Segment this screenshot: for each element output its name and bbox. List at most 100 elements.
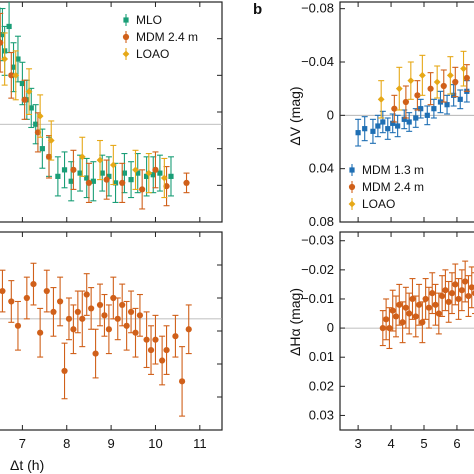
legend: MLO MDM 2.4 m LOAO [122, 13, 198, 61]
data-point-mdm-2-4-m [183, 179, 190, 186]
data-point-mdm-2-4-m [465, 292, 472, 300]
panel-b-bottom: 3 4 5 6 −0.03 −0.02 −0.01 0 0.01 0.02 0.03 [301, 231, 474, 451]
data-point-mlo [10, 64, 17, 70]
data-point-mlo [33, 121, 39, 127]
data-point-mdm-2-4-m [79, 315, 86, 322]
data-point-mdm-2-4-m [147, 347, 155, 354]
data-point-mdm-2-4-m [379, 324, 386, 332]
data-point-mdm-2-4-m [178, 378, 186, 385]
data-point-loao [25, 88, 33, 96]
data-point-mdm-2-4-m [383, 316, 390, 323]
data-point-mdm-2-4-m [163, 347, 170, 354]
data-point-mdm-2-4-m [30, 281, 37, 288]
data-point-mdm-2-4-m [440, 82, 447, 90]
data-point-mdm-2-4-m [419, 319, 426, 326]
data-point-loao [377, 95, 385, 103]
data-point-mdm-2-4-m [61, 367, 68, 375]
x-tick-label: 10 [148, 436, 162, 451]
data-point-mlo [143, 173, 150, 179]
data-point-mdm-2-4-m [119, 301, 126, 309]
data-point-mlo [128, 177, 134, 183]
data-point-mdm-2-4-m [50, 308, 57, 315]
y-tick-label: 0.08 [309, 214, 334, 229]
data-point-mdm-2-4-m [439, 292, 446, 300]
data-point-mdm-2-4-m [56, 298, 64, 305]
data-point-mdm-1-3-m [385, 126, 391, 132]
y-tick-label: 0 [327, 320, 334, 335]
x-tick-label: 3 [355, 436, 362, 451]
data-point-mlo [0, 7, 1, 13]
x-tick-label: 9 [107, 436, 114, 451]
data-point-mdm-1-3-m [424, 112, 430, 118]
legend-label: LOAO [136, 47, 169, 61]
legend: MDM 1.3 m MDM 2.4 m LOAO [348, 163, 424, 211]
data-point-mdm-2-4-m [119, 179, 126, 186]
data-point-mlo [121, 170, 128, 176]
data-point-mdm-2-4-m [458, 287, 465, 294]
data-point-mdm-2-4-m [445, 298, 452, 305]
data-point-mdm-2-4-m [8, 298, 15, 305]
data-point-mdm-2-4-m [103, 176, 110, 183]
data-point-mdm-2-4-m [88, 305, 95, 312]
legend-entry-loao: LOAO [122, 47, 169, 61]
data-point-mlo [15, 56, 21, 62]
panel-b-top: −0.08 −0.04 0 0.04 0.08 MDM 1.3 m MDM 2.4 m LOA… [301, 1, 474, 229]
plot-frame [339, 231, 474, 431]
legend-entry-mdm-2-4-m: MDM 2.4 m [122, 30, 198, 44]
data-point-mdm-2-4-m [23, 294, 30, 302]
y-tick-label: 0.03 [309, 407, 334, 422]
legend-label: MLO [136, 13, 162, 27]
data-point-mdm-2-4-m [34, 129, 42, 136]
data-point-mlo [112, 180, 119, 186]
data-point-mdm-2-4-m [110, 294, 117, 302]
data-point-mdm-2-4-m [45, 153, 53, 160]
data-point-mdm-2-4-m [442, 287, 449, 294]
data-point-mdm-1-3-m [380, 119, 386, 125]
legend-marker [122, 33, 130, 41]
data-point-mdm-2-4-m [468, 284, 474, 291]
y-tick-label: 0 [327, 107, 334, 122]
y-tick-label: −0.03 [301, 233, 334, 248]
legend-label: LOAO [362, 197, 395, 211]
y-axis-title-halpha: ΔHα (mag) [287, 288, 303, 356]
data-point-mlo [39, 146, 45, 152]
data-point-mdm-2-4-m [85, 179, 93, 186]
data-point-mdm-2-4-m [422, 295, 429, 303]
legend-entry-mdm-1-3-m: MDM 1.3 m [349, 163, 424, 177]
data-point-mdm-2-4-m [412, 313, 419, 320]
series-mdm-1-3-m [355, 80, 470, 147]
data-point-loao [132, 166, 139, 174]
data-point-loao [12, 71, 20, 79]
data-point-mlo [99, 170, 105, 176]
y-axis-title-v: ΔV (mag) [287, 86, 303, 145]
data-point-mdm-2-4-m [427, 85, 434, 92]
data-point-loao [96, 156, 104, 164]
data-point-mdm-1-3-m [401, 116, 407, 122]
data-point-mlo [135, 170, 141, 176]
data-point-loao [160, 174, 168, 182]
data-point-mlo [157, 170, 163, 176]
data-point-mdm-2-4-m [101, 312, 108, 319]
data-point-mdm-2-4-m [127, 308, 135, 315]
data-point-mdm-2-4-m [172, 333, 179, 340]
data-point-mlo [61, 167, 68, 173]
data-point-mdm-2-4-m [425, 304, 433, 311]
data-point-mlo [6, 23, 12, 30]
data-point-mdm-1-3-m [444, 102, 450, 108]
data-point-mdm-2-4-m [429, 290, 436, 297]
data-point-mdm-1-3-m [457, 96, 463, 102]
series-mdm-2-4-m [379, 260, 474, 350]
y-tick-label: −0.02 [301, 262, 334, 277]
y-tick-label: −0.08 [301, 1, 334, 16]
x-tick-label: 6 [453, 436, 460, 451]
y-tick-label: 0.02 [309, 378, 334, 393]
data-point-mdm-1-3-m [406, 119, 412, 125]
data-point-mdm-1-3-m [375, 123, 381, 129]
data-point-mdm-2-4-m [21, 96, 28, 103]
panel-a-bottom: 7 8 9 10 11 [0, 231, 223, 451]
data-point-mdm-2-4-m [96, 301, 104, 309]
data-point-mdm-1-3-m [355, 130, 361, 136]
data-point-mdm-2-4-m [70, 326, 77, 333]
data-point-loao [109, 161, 117, 169]
